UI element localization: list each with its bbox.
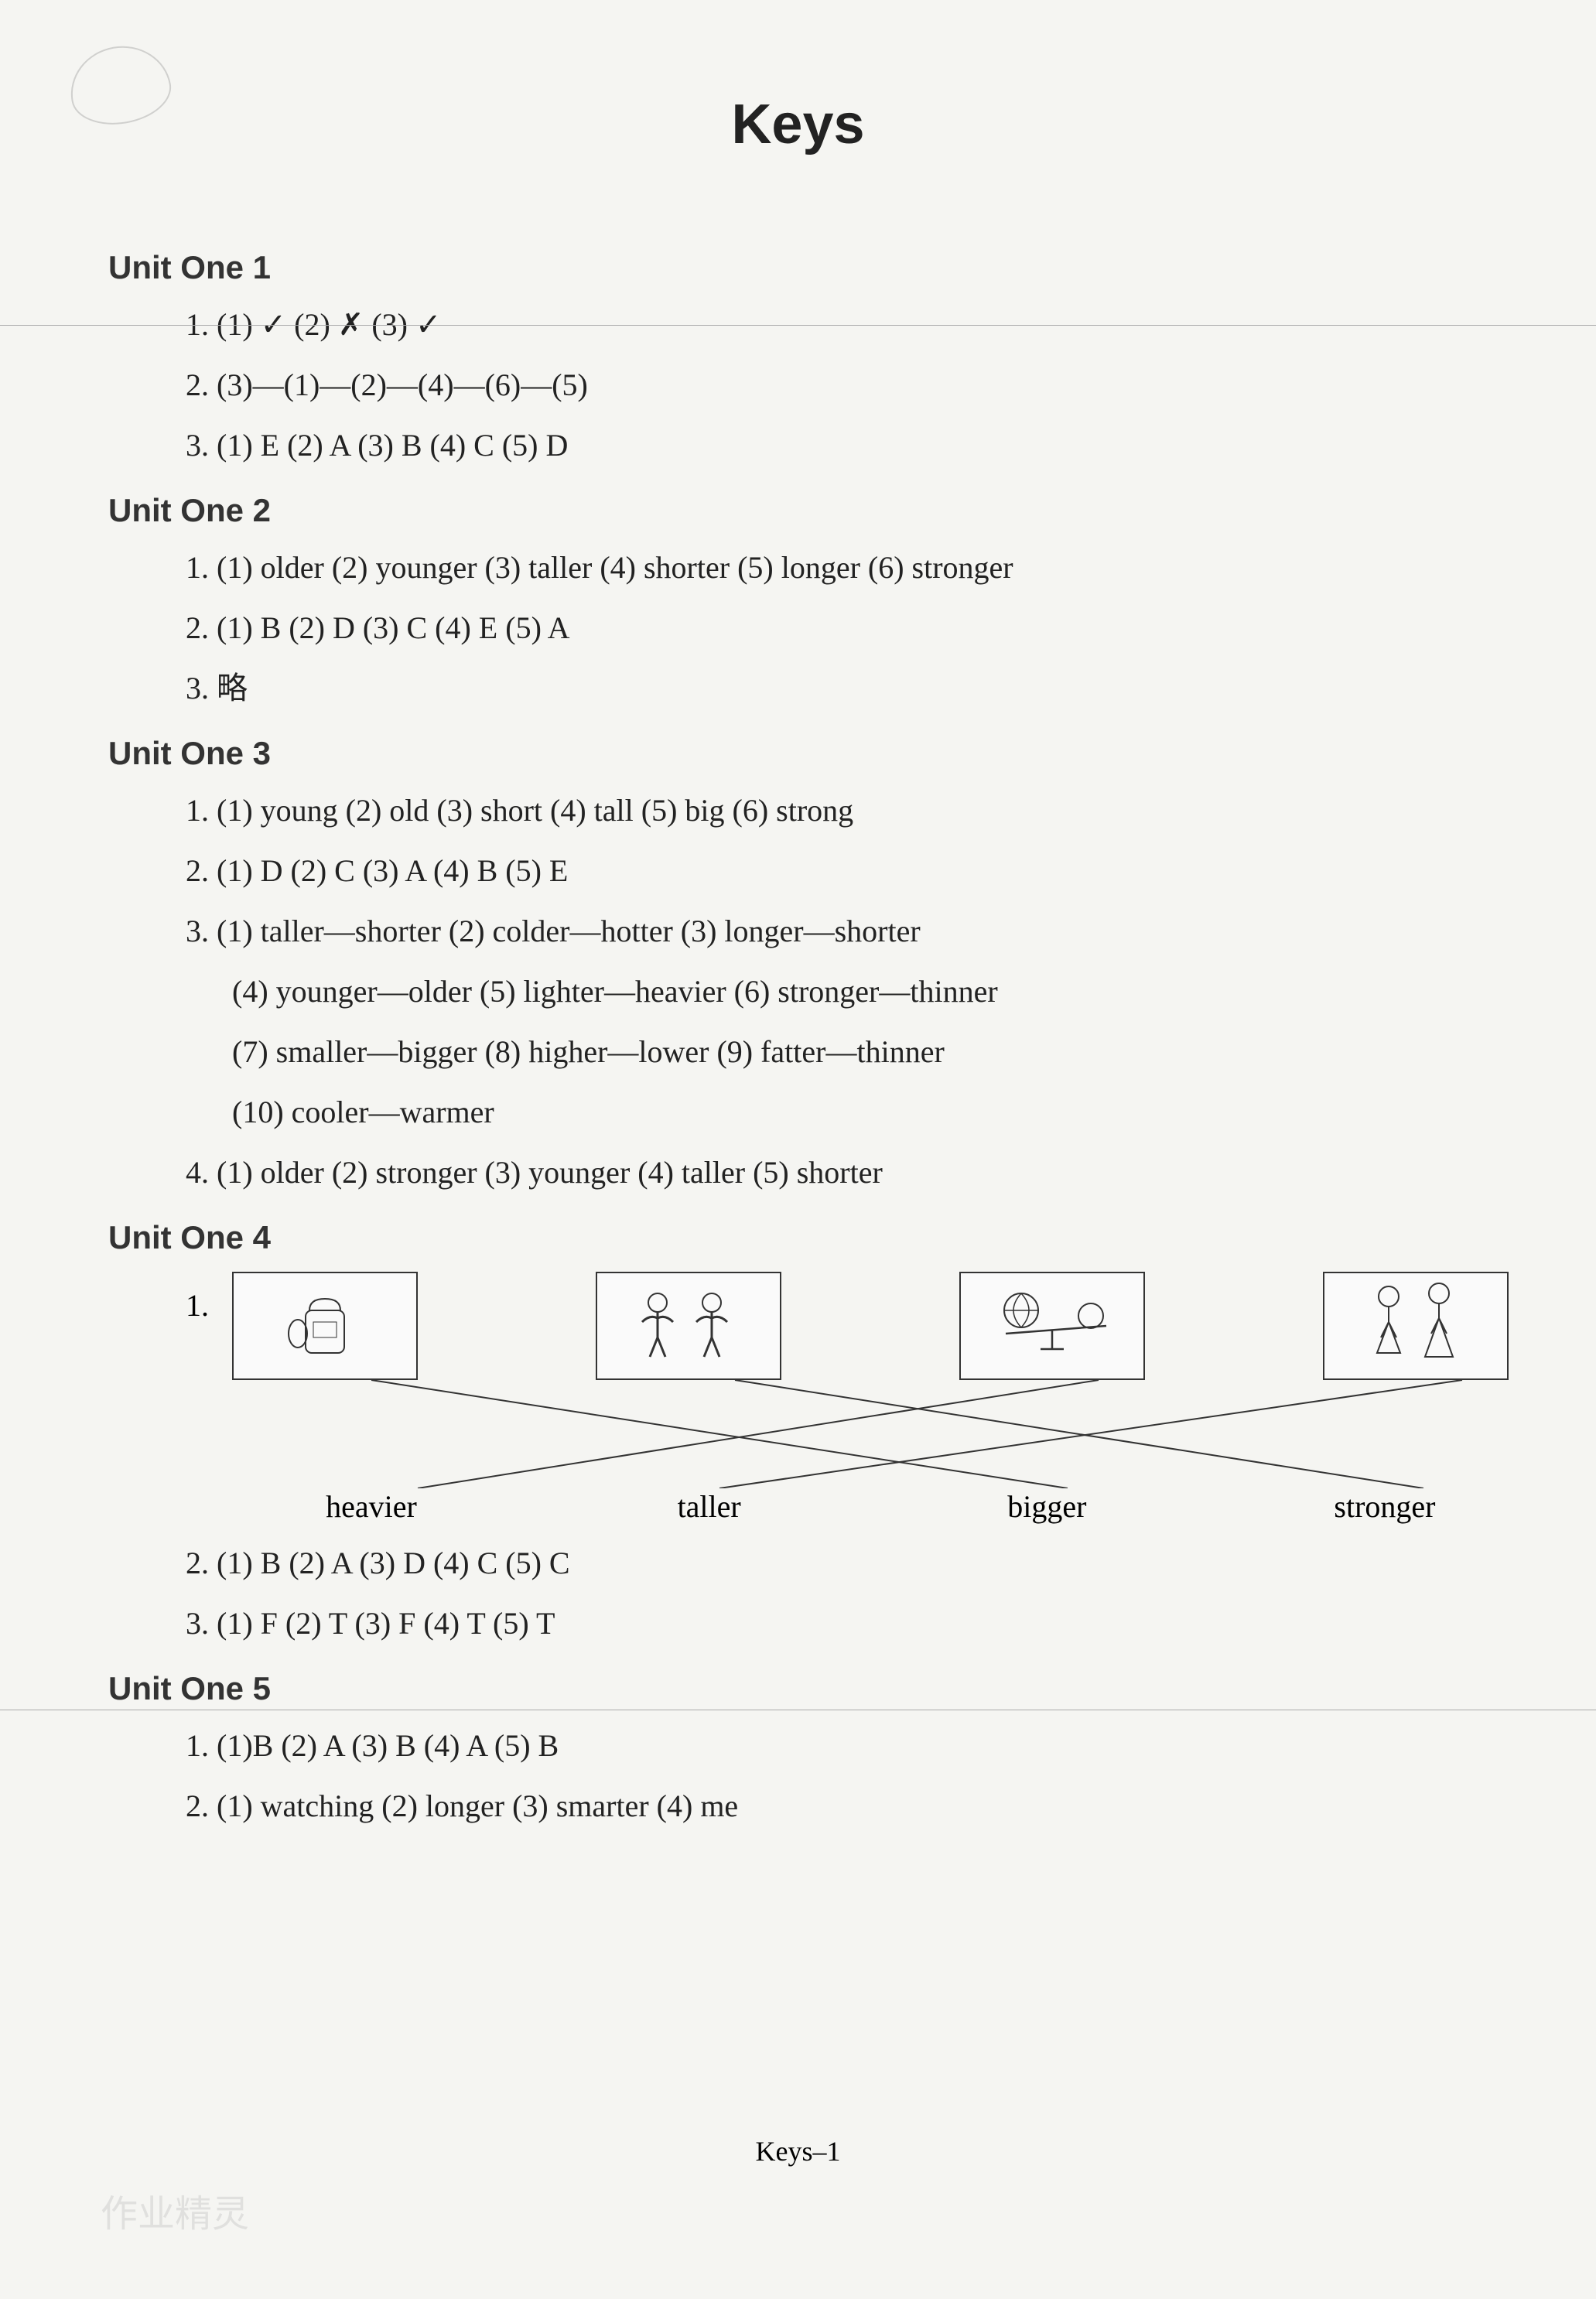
u3-line4: 4. (1) older (2) stronger (3) younger (4… — [186, 1150, 1519, 1196]
word-bigger: bigger — [954, 1488, 1140, 1525]
unit-one-3: Unit One 3 1. (1) young (2) old (3) shor… — [77, 735, 1519, 1196]
unit-heading-2: Unit One 2 — [108, 492, 1519, 529]
unit-heading-3: Unit One 3 — [108, 735, 1519, 772]
matching-number: 1. — [186, 1287, 209, 1324]
unit-one-1: Unit One 1 1. (1) ✓ (2) ✗ (3) ✓ 2. (3)—(… — [77, 249, 1519, 469]
u3-indent3: (10) cooler—warmer — [232, 1089, 1519, 1136]
word-stronger: stronger — [1292, 1488, 1478, 1525]
u3-line2: 2. (1) D (2) C (3) A (4) B (5) E — [186, 848, 1519, 894]
u5-line1: 1. (1)B (2) A (3) B (4) A (5) B — [186, 1723, 1519, 1769]
u2-line1: 1. (1) older (2) younger (3) taller (4) … — [186, 545, 1519, 591]
u3-line1: 1. (1) young (2) old (3) short (4) tall … — [186, 787, 1519, 834]
u2-line3: 3. 略 — [186, 665, 1519, 712]
image-strong-men — [596, 1272, 781, 1380]
word-taller: taller — [617, 1488, 802, 1525]
u3-indent2: (7) smaller—bigger (8) higher—lower (9) … — [232, 1029, 1519, 1075]
unit-one-5: Unit One 5 1. (1)B (2) A (3) B (4) A (5)… — [77, 1670, 1519, 1829]
unit-one-4: Unit One 4 1. — [77, 1219, 1519, 1647]
matching-lines-area — [232, 1380, 1509, 1488]
page-footer: Keys–1 — [756, 2135, 841, 2167]
image-ball-scale — [959, 1272, 1145, 1380]
image-two-girls — [1323, 1272, 1509, 1380]
u2-line2: 2. (1) B (2) D (3) C (4) E (5) A — [186, 605, 1519, 651]
matching-words-row: heavier taller bigger stronger — [279, 1488, 1478, 1525]
u3-indent1: (4) younger—older (5) lighter—heavier (6… — [232, 968, 1519, 1015]
divider-top — [0, 325, 1596, 326]
unit-heading-1: Unit One 1 — [108, 249, 1519, 286]
u5-line2: 2. (1) watching (2) longer (3) smarter (… — [186, 1783, 1519, 1829]
unit-heading-5: Unit One 5 — [108, 1670, 1519, 1707]
matching-images-row — [232, 1272, 1509, 1380]
watermark-bottom: 作业精灵 — [101, 2183, 249, 2237]
word-heavier: heavier — [279, 1488, 464, 1525]
page-title: Keys — [77, 93, 1519, 156]
image-backpack — [232, 1272, 418, 1380]
u4-line3: 3. (1) F (2) T (3) F (4) T (5) T — [186, 1600, 1519, 1647]
u1-line2: 2. (3)—(1)—(2)—(4)—(6)—(5) — [186, 362, 1519, 408]
match-lines-svg — [232, 1380, 1509, 1488]
u4-line2: 2. (1) B (2) A (3) D (4) C (5) C — [186, 1540, 1519, 1587]
unit-one-2: Unit One 2 1. (1) older (2) younger (3) … — [77, 492, 1519, 712]
unit-heading-4: Unit One 4 — [108, 1219, 1519, 1256]
u3-line3: 3. (1) taller—shorter (2) colder—hotter … — [186, 908, 1519, 955]
matching-exercise: 1. — [186, 1272, 1519, 1525]
u1-line3: 3. (1) E (2) A (3) B (4) C (5) D — [186, 422, 1519, 469]
